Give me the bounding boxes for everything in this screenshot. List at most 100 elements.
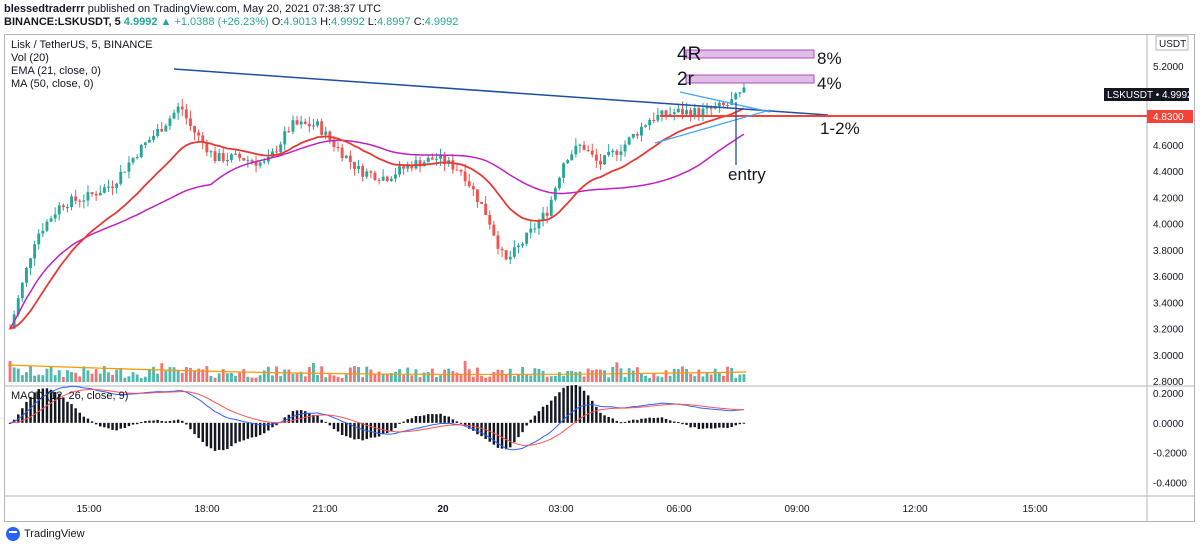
candle-body: [521, 243, 524, 246]
volume-bar: [734, 377, 738, 382]
time-tick-label: 21:00: [312, 504, 337, 515]
macd-hist-bar: [111, 422, 114, 430]
volume-bar: [316, 375, 319, 382]
volume-bar: [266, 366, 270, 382]
time-axis[interactable]: 15:00 18:00 21:00 20 03:00 06:00 09:00 12:00 15:…: [76, 504, 1047, 515]
volume-bar: [74, 372, 78, 382]
time-tick-label: 20: [437, 504, 449, 515]
volume-bar: [578, 371, 582, 382]
candle-body: [180, 106, 184, 110]
volume-bar: [189, 368, 192, 382]
macd-hist-bar: [254, 422, 258, 437]
volume-bar: [422, 372, 426, 382]
macd-hist-bar: [701, 422, 705, 429]
candle-body: [484, 203, 488, 215]
macd-hist-bar: [172, 420, 176, 423]
candle-body: [660, 110, 664, 115]
macd-hist-bar: [381, 422, 385, 435]
chart-frame[interactable]: [4, 34, 1195, 522]
candle-body: [668, 114, 672, 116]
macd-hist-bar: [373, 422, 377, 438]
macd-hist-bar: [414, 416, 418, 423]
target-box-8pct[interactable]: [685, 49, 815, 59]
candle-body: [652, 120, 656, 122]
candle-body: [709, 106, 713, 109]
macd-axis[interactable]: 0.2000 0.0000 -0.2000 -0.4000: [1153, 389, 1187, 490]
publisher-name[interactable]: blessedtraderrr: [4, 3, 85, 15]
candle-body: [373, 172, 377, 180]
macd-hist-bar: [156, 419, 159, 423]
candle-body: [410, 164, 414, 169]
candle-body: [717, 102, 721, 107]
annotation-4r: 4R: [677, 44, 702, 65]
candle-body: [640, 126, 643, 136]
macd-hist-bar: [488, 422, 491, 442]
candle-body: [492, 224, 496, 236]
time-tick-label: 18:00: [194, 504, 219, 515]
macd-hist-bar: [632, 419, 635, 423]
volume-bar: [631, 370, 635, 382]
macd-hist-bar: [570, 385, 573, 423]
candle-body: [381, 176, 385, 181]
volume-bar: [582, 376, 586, 382]
macd-hist-bar: [619, 422, 623, 424]
volume-bar: [242, 369, 246, 382]
volume-bar: [82, 366, 86, 382]
macd-hist-bar: [439, 413, 442, 423]
annotation-2r: 2r: [677, 69, 694, 90]
macd-hist-bar: [328, 422, 332, 426]
volume-bar: [361, 377, 365, 382]
wedge-lower-line[interactable]: [654, 109, 771, 144]
publish-info: blessedtraderrr published on TradingView…: [4, 3, 381, 15]
volume-bar: [33, 375, 37, 382]
macd-hist-bar: [545, 404, 549, 423]
time-tick-label: 09:00: [784, 504, 809, 515]
volume-bar: [652, 373, 656, 382]
macd-hist-bar: [463, 422, 467, 426]
macd-hist-bar: [209, 422, 213, 449]
candle-body: [111, 186, 114, 188]
macd-hist-bar: [730, 422, 733, 428]
candle-body: [348, 155, 352, 162]
candle-body: [672, 112, 676, 115]
macd-hist-bar: [62, 397, 65, 423]
macd-hist-bar: [521, 422, 524, 433]
candle-body: [701, 108, 705, 116]
price-tick-label: 3.8000: [1153, 246, 1184, 257]
volume-bar: [102, 366, 106, 382]
macd-hist-bar: [550, 400, 553, 423]
candle-body: [193, 126, 196, 133]
target-box-4pct[interactable]: [685, 74, 815, 84]
price-tick-label: 3.0000: [1153, 351, 1184, 362]
currency-badge[interactable]: USDT: [1159, 39, 1186, 50]
brand-text[interactable]: TradingView: [24, 528, 85, 540]
volume-bar: [722, 375, 725, 382]
candle-body: [41, 230, 45, 234]
candle-body: [213, 151, 217, 162]
volume-bar: [660, 377, 664, 382]
volume-bar: [197, 368, 201, 382]
volume-bar: [111, 374, 114, 382]
macd-hist-bar: [722, 422, 725, 428]
volume-bar: [508, 368, 512, 382]
macd-hist-bar: [615, 420, 619, 423]
volume-bar: [492, 372, 496, 382]
volume-bars: [8, 361, 746, 382]
macd-hist-bar: [668, 420, 672, 423]
wedge-upper-line[interactable]: [679, 91, 771, 113]
macd-hist-bar: [582, 390, 586, 423]
candle-body: [402, 166, 406, 169]
price-tick-label: 4.6000: [1153, 141, 1184, 152]
volume-bar: [127, 376, 131, 382]
volume-bar: [443, 369, 447, 382]
macd-hist-bar: [127, 422, 131, 427]
volume-bar: [131, 372, 135, 382]
volume-bar: [623, 376, 627, 382]
volume-bar: [697, 369, 701, 382]
candle-body: [344, 155, 348, 159]
candle-body: [361, 165, 365, 177]
macd-hist-bar: [537, 411, 541, 423]
descending-trendline[interactable]: [173, 68, 829, 116]
volume-bar: [611, 366, 615, 382]
